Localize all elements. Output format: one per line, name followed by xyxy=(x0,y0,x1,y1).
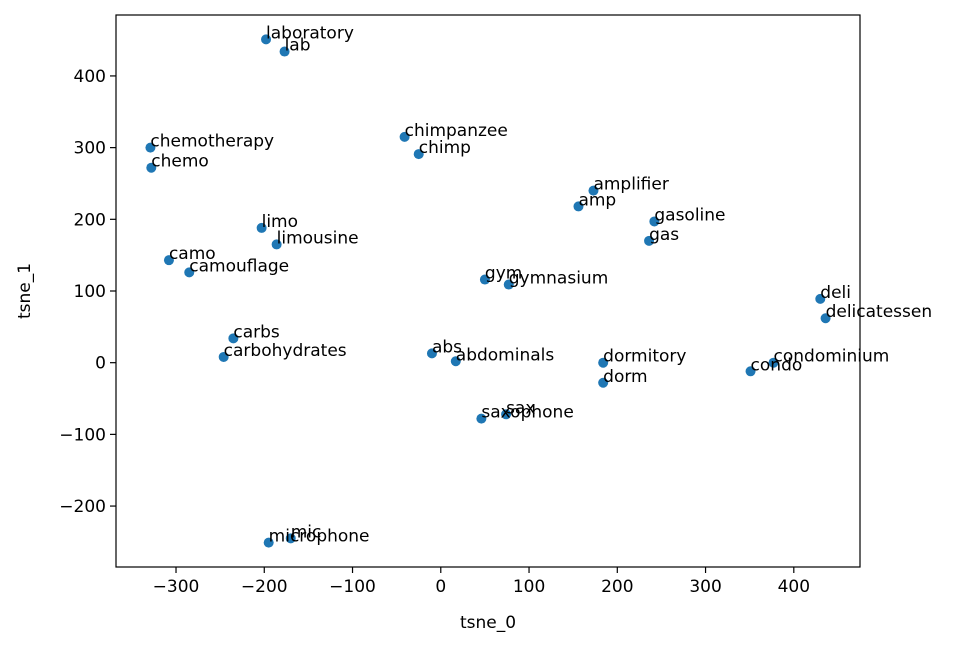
data-point-lab xyxy=(279,46,290,57)
data-point-chemotherapy xyxy=(145,142,156,153)
point-label-chimpanzee: chimpanzee xyxy=(405,121,508,141)
data-point-chimpanzee xyxy=(399,131,410,142)
point-label-chimp: chimp xyxy=(419,138,471,158)
point-label-sax: sax xyxy=(506,398,535,418)
data-point-dormitory xyxy=(598,357,609,368)
x-tick-label: −300 xyxy=(153,577,200,597)
data-point-chemo xyxy=(146,162,157,173)
y-tick-label: 100 xyxy=(74,282,106,302)
point-label-lab: lab xyxy=(285,36,311,56)
y-tick-label: 300 xyxy=(74,139,106,159)
x-tick-label: 400 xyxy=(778,577,810,597)
data-point-delicatessen xyxy=(820,313,831,324)
point-label-microphone: microphone xyxy=(269,527,370,547)
y-tick-label: 200 xyxy=(74,210,106,230)
x-tick-label: 100 xyxy=(513,577,545,597)
data-point-mic xyxy=(285,533,296,544)
points-layer xyxy=(145,34,831,548)
data-point-carbohydrates xyxy=(218,351,229,362)
point-label-deli: deli xyxy=(820,283,851,303)
data-point-gasoline xyxy=(649,216,660,227)
data-point-gym xyxy=(479,274,490,285)
x-axis-label: tsne_0 xyxy=(460,613,516,633)
point-label-condo: condo xyxy=(751,355,803,375)
point-label-camo: camo xyxy=(169,244,216,264)
point-label-amplifier: amplifier xyxy=(593,175,668,195)
point-label-carbohydrates: carbohydrates xyxy=(224,341,347,361)
data-point-condominium xyxy=(768,357,779,368)
data-point-amplifier xyxy=(588,185,599,196)
point-label-gas: gas xyxy=(649,225,679,245)
x-tick-label: 300 xyxy=(689,577,721,597)
point-label-carbs: carbs xyxy=(233,322,280,342)
data-point-abs xyxy=(426,348,437,359)
point-label-saxophone: saxophone xyxy=(481,403,573,423)
point-label-chemotherapy: chemotherapy xyxy=(150,132,274,152)
x-tick-label: −100 xyxy=(329,577,376,597)
x-tick-label: 200 xyxy=(601,577,633,597)
data-point-carbs xyxy=(228,333,239,344)
data-point-laboratory xyxy=(261,34,272,45)
data-point-amp xyxy=(573,201,584,212)
point-label-gym: gym xyxy=(485,264,522,284)
y-axis-label: tsne_1 xyxy=(15,263,35,319)
y-tick-label: −200 xyxy=(59,497,106,517)
y-tick-label: 400 xyxy=(74,67,106,87)
point-label-gasoline: gasoline xyxy=(654,205,725,225)
point-label-mic: mic xyxy=(291,522,322,542)
data-point-dorm xyxy=(598,377,609,388)
point-label-dorm: dorm xyxy=(603,367,647,387)
point-label-abs: abs xyxy=(432,337,462,357)
point-label-amp: amp xyxy=(578,190,616,210)
data-point-sax xyxy=(501,409,512,420)
y-axis: −200 −100 0 100 200 300 400 xyxy=(59,67,116,517)
data-point-microphone xyxy=(263,537,274,548)
x-tick-label: 0 xyxy=(435,577,446,597)
y-tick-label: 0 xyxy=(95,354,106,374)
data-point-gas xyxy=(644,235,655,246)
data-point-camouflage xyxy=(184,267,195,278)
point-label-abdominals: abdominals xyxy=(456,345,555,365)
data-point-deli xyxy=(815,293,826,304)
point-label-chemo: chemo xyxy=(151,152,209,172)
point-label-laboratory: laboratory xyxy=(266,23,354,43)
data-point-gymnasium xyxy=(503,279,514,290)
data-point-camo xyxy=(163,255,174,266)
point-label-limo: limo xyxy=(262,212,298,232)
data-point-condo xyxy=(745,366,756,377)
x-axis: −300 −200 −100 0 100 200 300 400 xyxy=(153,567,810,597)
plot-area xyxy=(116,15,860,567)
x-tick-label: −200 xyxy=(241,577,288,597)
data-point-chimp xyxy=(413,149,424,160)
data-point-limo xyxy=(256,222,267,233)
y-tick-label: −100 xyxy=(59,425,106,445)
data-point-abdominals xyxy=(450,356,461,367)
point-label-gymnasium: gymnasium xyxy=(509,269,609,289)
point-label-delicatessen: delicatessen xyxy=(826,302,933,322)
point-label-camouflage: camouflage xyxy=(189,256,289,276)
data-point-limousine xyxy=(271,239,282,250)
point-label-limousine: limousine xyxy=(277,228,359,248)
data-point-saxophone xyxy=(476,413,487,424)
point-label-dormitory: dormitory xyxy=(603,347,686,367)
